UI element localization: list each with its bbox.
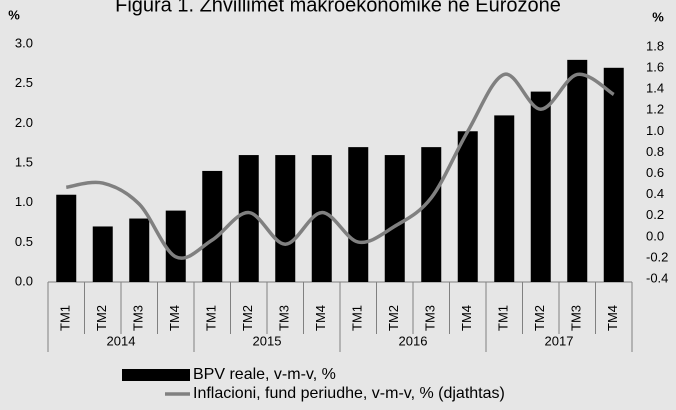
x-group-label: 2015 <box>253 333 282 348</box>
bar <box>56 194 77 282</box>
y2-tick-label: 0.0 <box>646 228 664 243</box>
x-group-label: 2016 <box>399 333 428 348</box>
y-tick-label: 2.0 <box>15 115 33 130</box>
bar <box>275 155 296 282</box>
y-tick-label: 2.5 <box>15 75 33 90</box>
legend-swatch <box>122 369 190 381</box>
x-tick-label: TM3 <box>569 305 584 331</box>
y2-tick-label: 1.2 <box>646 102 664 117</box>
bar <box>603 67 624 282</box>
y-tick-label: 3.0 <box>15 35 33 50</box>
bar <box>202 170 223 282</box>
x-tick-label: TM1 <box>350 305 365 331</box>
y-tick-label: 1.5 <box>15 154 33 169</box>
y2-axis-label: % <box>652 9 664 24</box>
chart-title: Figura 1. Zhvillimet makroekonomike ne E… <box>115 0 561 16</box>
bar <box>457 131 478 282</box>
x-tick-label: TM3 <box>131 305 146 331</box>
legend-label: BPV reale, v-m-v, % <box>193 366 336 383</box>
x-tick-label: TM1 <box>496 305 511 331</box>
bar <box>238 155 259 282</box>
bar <box>348 147 369 282</box>
y2-tick-label: 1.4 <box>646 81 664 96</box>
bar <box>494 115 515 283</box>
y2-tick-label: -0.2 <box>646 249 668 264</box>
x-tick-label: TM3 <box>423 305 438 331</box>
x-tick-label: TM4 <box>167 305 182 331</box>
y2-tick-label: -0.4 <box>646 270 668 285</box>
x-group-label: 2017 <box>545 333 574 348</box>
y-tick-label: 0.5 <box>15 234 33 249</box>
x-tick-label: TM1 <box>204 305 219 331</box>
y2-tick-label: 1.0 <box>646 123 664 138</box>
x-tick-label: TM2 <box>532 305 547 331</box>
x-tick-label: TM4 <box>459 305 474 331</box>
x-group-label: 2014 <box>107 333 136 348</box>
y2-tick-label: 0.8 <box>646 144 664 159</box>
bar <box>92 226 113 282</box>
bar <box>567 59 588 282</box>
y2-tick-label: 0.6 <box>646 165 664 180</box>
legend-label: Inflacioni, fund periudhe, v-m-v, % (dja… <box>193 385 505 402</box>
y2-tick-label: 1.6 <box>646 60 664 75</box>
bar <box>165 210 186 282</box>
y-axis-label: % <box>8 7 20 22</box>
bar <box>384 155 405 282</box>
bar <box>421 147 442 282</box>
x-tick-label: TM4 <box>313 305 328 331</box>
x-tick-label: TM2 <box>240 305 255 331</box>
x-tick-label: TM2 <box>94 305 109 331</box>
x-tick-label: TM1 <box>58 305 73 331</box>
x-tick-label: TM4 <box>605 305 620 331</box>
x-tick-label: TM2 <box>386 305 401 331</box>
line <box>65 72 615 260</box>
y2-tick-label: 0.4 <box>646 186 664 201</box>
bar <box>530 91 551 282</box>
bar <box>129 218 150 282</box>
bar <box>311 155 332 282</box>
y2-tick-label: 1.8 <box>646 38 664 53</box>
y-tick-label: 0.0 <box>15 273 33 288</box>
y2-tick-label: 0.2 <box>646 207 664 222</box>
x-tick-label: TM3 <box>277 305 292 331</box>
y-tick-label: 1.0 <box>15 194 33 209</box>
